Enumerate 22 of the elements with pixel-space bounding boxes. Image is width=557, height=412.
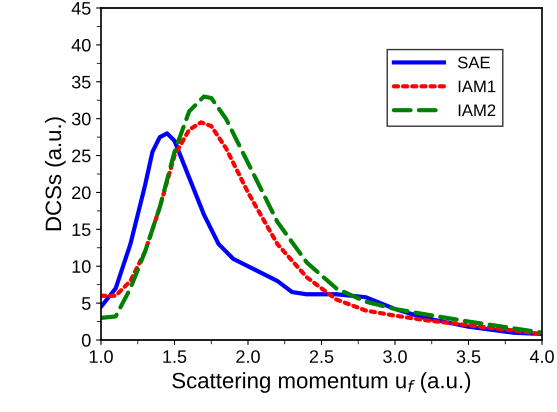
y-tick-label: 45 xyxy=(72,2,91,15)
y-tick-label: 25 xyxy=(72,149,91,162)
y-tick-label: 15 xyxy=(72,223,91,236)
legend-label: IAM1 xyxy=(458,80,496,92)
x-tick-label: 3.0 xyxy=(383,350,407,363)
y-tick-label: 20 xyxy=(72,186,91,200)
y-tick-label: 40 xyxy=(72,38,91,52)
x-tick-label: 1.0 xyxy=(90,350,113,363)
x-tick-label: 2.0 xyxy=(236,350,260,363)
y-tick-label: 35 xyxy=(72,76,91,88)
x-tick-label: 2.5 xyxy=(310,350,334,363)
y-tick-label: 10 xyxy=(72,260,91,273)
x-tick-label: 3.5 xyxy=(456,350,480,363)
y-tick-label: 30 xyxy=(72,112,91,126)
legend-label: IAM2 xyxy=(458,104,496,116)
y-tick-label: 5 xyxy=(82,297,91,310)
x-tick-label: 1.5 xyxy=(163,350,186,363)
x-tick-label: 4.0 xyxy=(530,350,554,363)
x-axis-title: Scattering momentum u$_{f}$ (a.u.) xyxy=(172,372,470,393)
legend-label: SAE xyxy=(458,56,490,68)
y-tick-label: 0 xyxy=(82,334,91,347)
y-axis-title: DCSs (a.u.) xyxy=(44,117,66,230)
